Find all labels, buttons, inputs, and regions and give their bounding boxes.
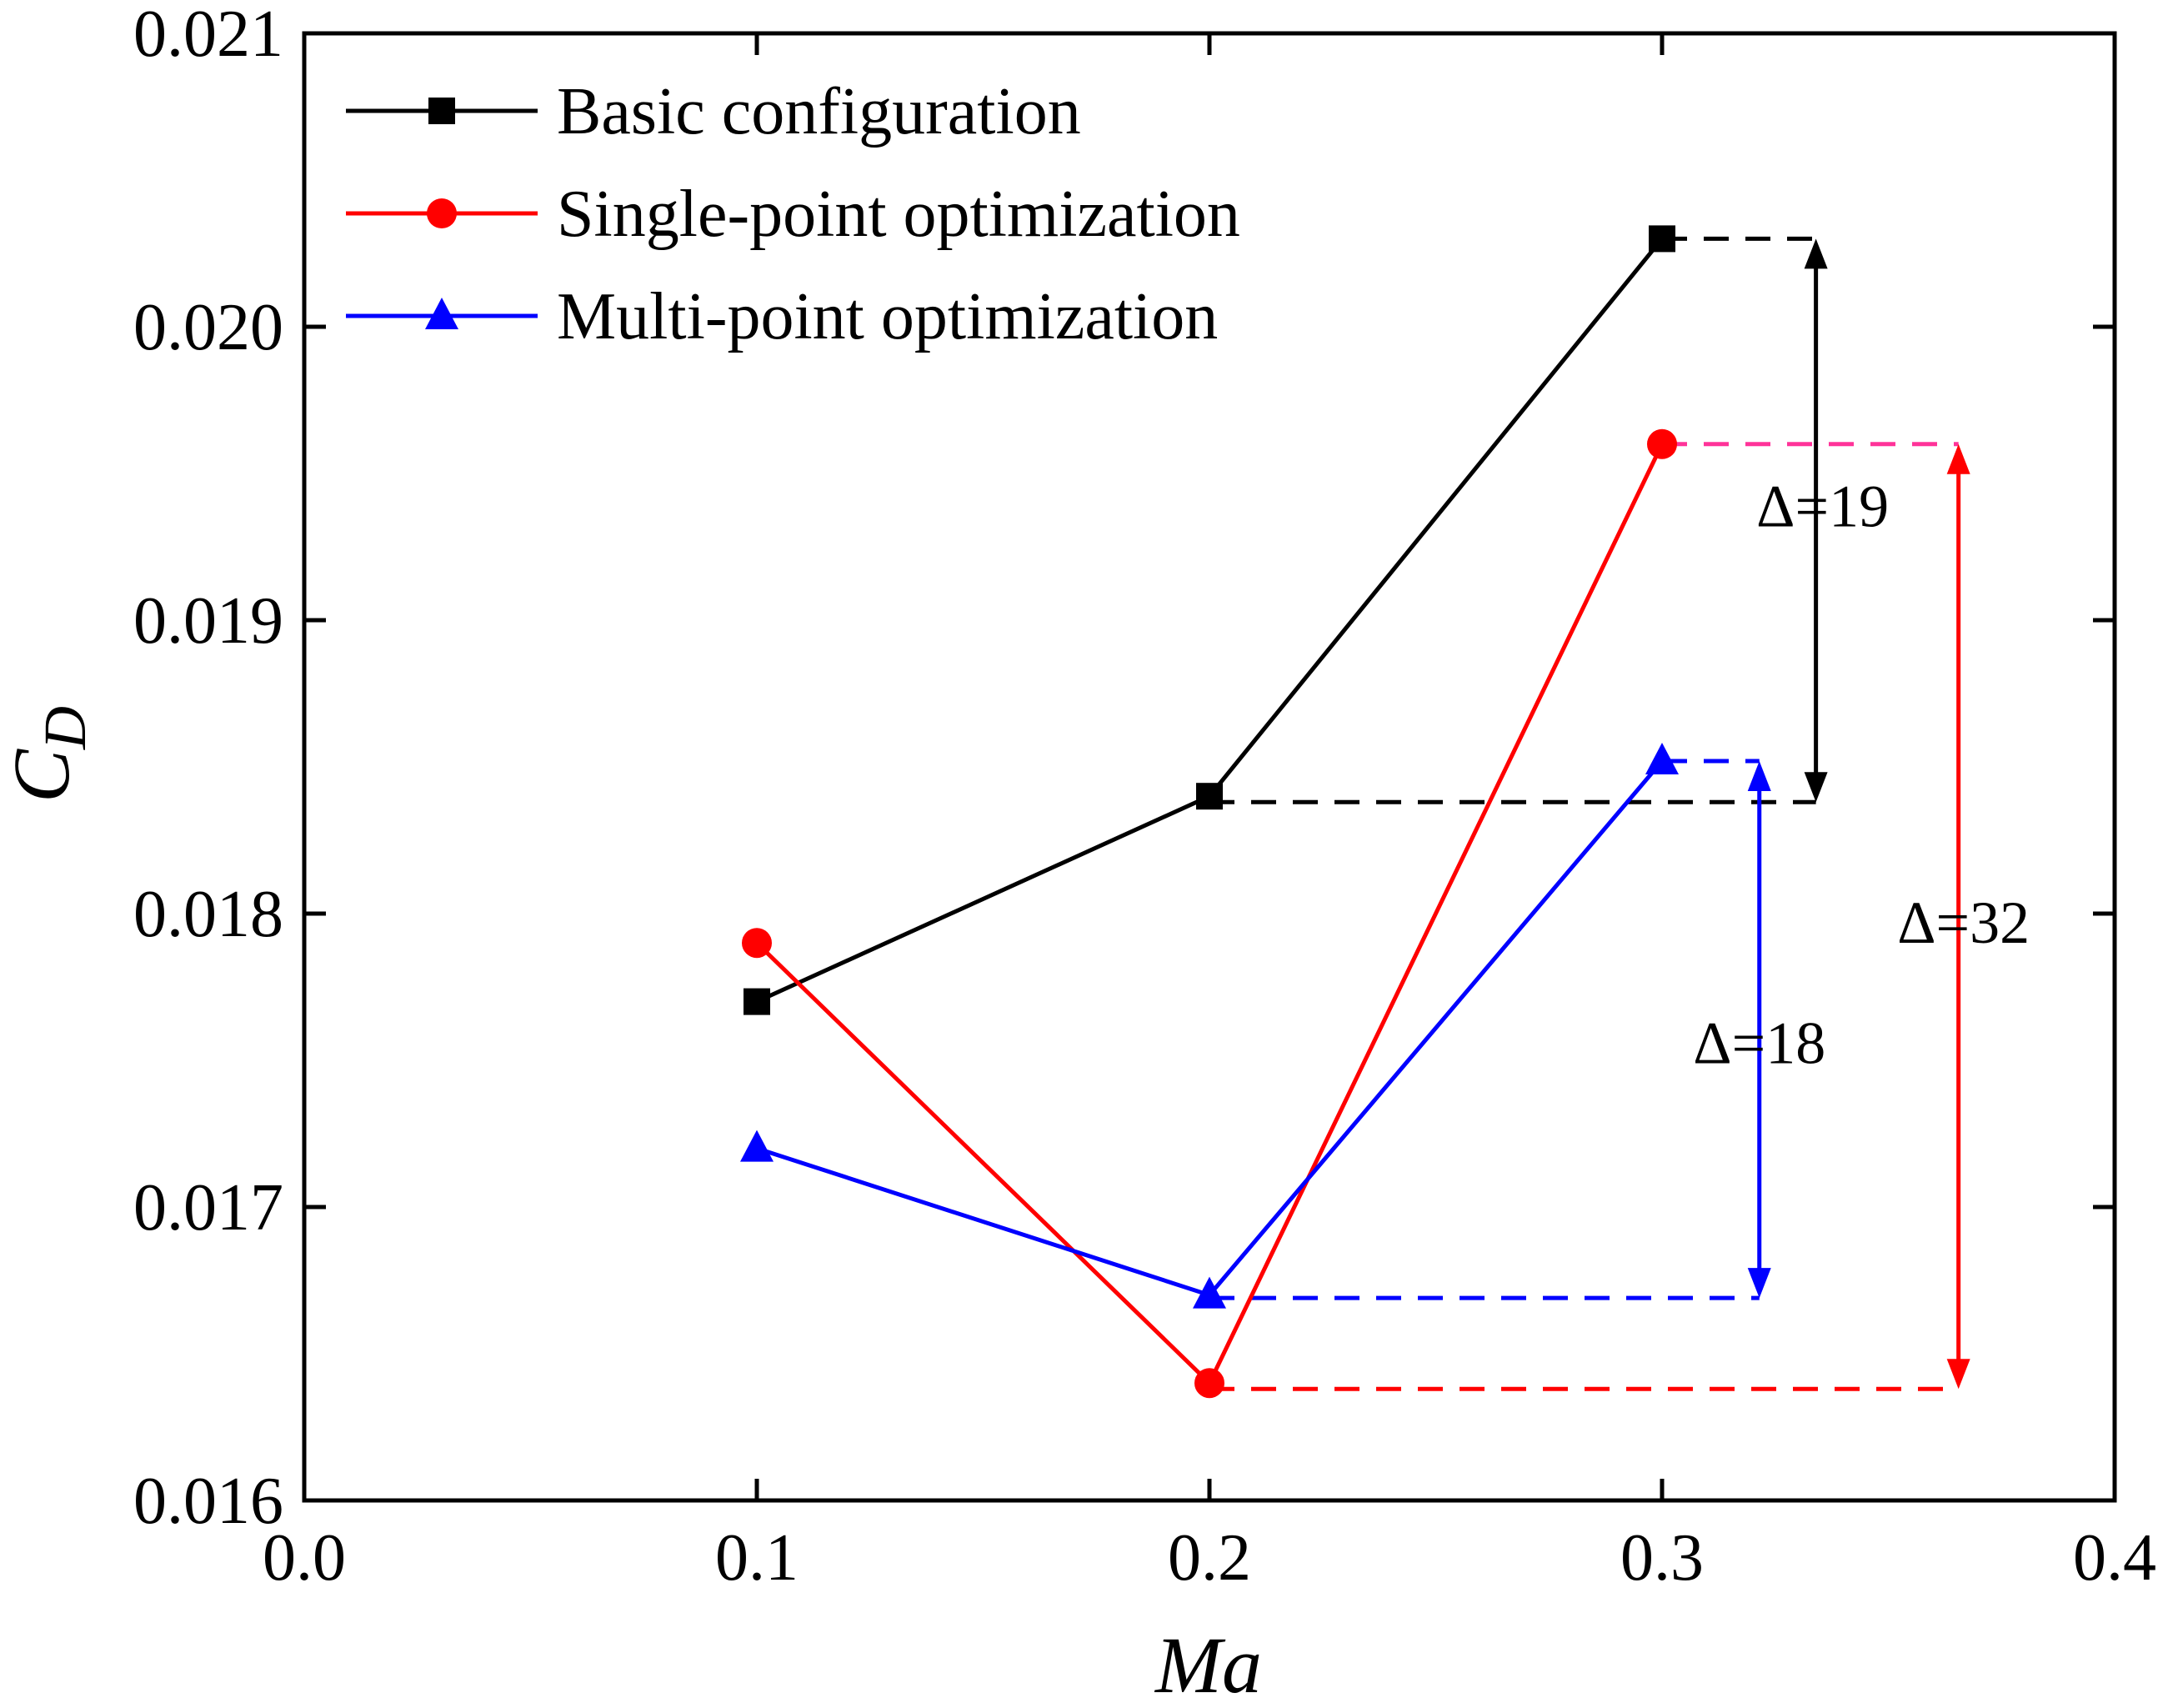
legend-entry: Multi-point optimization [346, 280, 1218, 353]
annotation-arrowhead-up [1804, 238, 1828, 269]
annotation-label: Δ=18 [1693, 1010, 1825, 1077]
annotation-label: Δ=32 [1897, 889, 2030, 956]
y-axis-title-subscript: D [32, 706, 98, 750]
data-point [740, 1129, 774, 1162]
annotation-arrowhead-down [1747, 1268, 1771, 1299]
annotation-arrowhead-down [1804, 772, 1828, 803]
series-1 [744, 225, 1675, 1015]
data-point [742, 928, 772, 959]
series-line [756, 759, 1664, 1298]
legend-marker [425, 298, 458, 329]
legend-marker [427, 198, 457, 228]
x-axis-title: Ma [1154, 1620, 1262, 1708]
legend-label: Multi-point optimization [557, 280, 1218, 353]
y-tick-label: 0.021 [133, 0, 283, 71]
data-point [744, 988, 770, 1015]
annotation-arrowhead-up [1747, 760, 1771, 791]
legend-entry: Single-point optimization [346, 178, 1240, 251]
x-tick-label: 0.1 [715, 1521, 799, 1595]
series-3 [740, 742, 1679, 1309]
data-point [1193, 1276, 1226, 1309]
data-point [1647, 428, 1677, 459]
data-point [1196, 783, 1223, 810]
y-tick-label: 0.020 [133, 291, 283, 364]
legend-label: Basic configuration [557, 75, 1081, 148]
y-tick-label: 0.016 [133, 1465, 283, 1538]
y-tick-label: 0.019 [133, 584, 283, 658]
data-point [1645, 742, 1679, 774]
legend-marker [428, 98, 455, 124]
series-line [755, 443, 1665, 1387]
svg-text:CD: CD [0, 706, 98, 803]
x-tick-label: 0.2 [1168, 1521, 1251, 1595]
x-tick-label: 0.4 [2073, 1521, 2156, 1595]
legend-label: Single-point optimization [557, 178, 1240, 251]
x-tick-label: 0.0 [263, 1521, 346, 1595]
y-tick-label: 0.017 [133, 1171, 283, 1245]
annotation-arrowhead-up [1946, 443, 1970, 474]
annotation-arrowhead-down [1946, 1359, 1970, 1390]
annotation-label: Δ=19 [1756, 473, 1889, 539]
series-2 [742, 428, 1677, 1399]
data-point [1649, 225, 1675, 253]
y-axis-title-main: C [0, 749, 86, 803]
y-tick-label: 0.018 [133, 878, 283, 951]
y-axis-title: CD [0, 706, 98, 803]
legend-entry: Basic configuration [346, 75, 1081, 148]
data-point [1194, 1368, 1224, 1399]
x-tick-label: 0.3 [1620, 1521, 1704, 1595]
